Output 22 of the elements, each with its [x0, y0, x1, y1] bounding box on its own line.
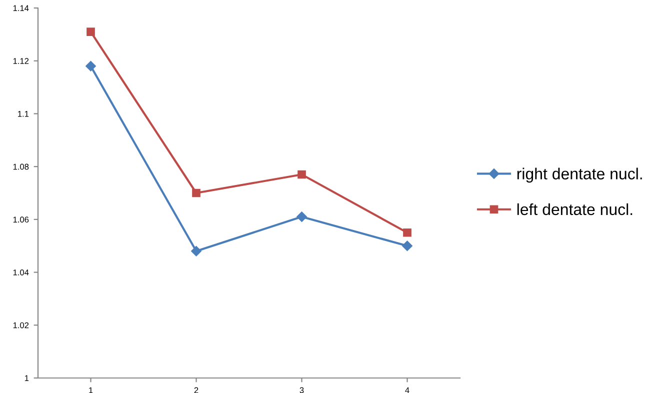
point: [298, 170, 306, 179]
x-tick-label: 4: [405, 387, 410, 393]
point: [86, 28, 95, 36]
y-tick-label: 1.06: [13, 216, 29, 223]
point: [192, 188, 200, 198]
y-tick-label: 1: [24, 375, 29, 382]
x-tick-label: 2: [194, 387, 198, 393]
y-tick-label: 1.1: [18, 111, 29, 117]
legend-label: left dentate nucl.: [517, 203, 632, 216]
y-tick-label: 1.14: [13, 5, 29, 12]
legend-label: right dentate nucl.: [517, 168, 642, 183]
point: [402, 240, 412, 251]
y-tick-label: 1.08: [13, 164, 29, 170]
y-tick-label: 1.04: [13, 269, 29, 276]
y-tick-label: 1.12: [13, 58, 29, 64]
point: [191, 246, 202, 256]
y-tick-label: 1.02: [13, 322, 29, 328]
point: [86, 61, 96, 72]
point: [403, 228, 412, 237]
x-tick-label: 3: [300, 387, 304, 393]
x-tick-label: 1: [89, 387, 93, 393]
point: [296, 212, 307, 222]
